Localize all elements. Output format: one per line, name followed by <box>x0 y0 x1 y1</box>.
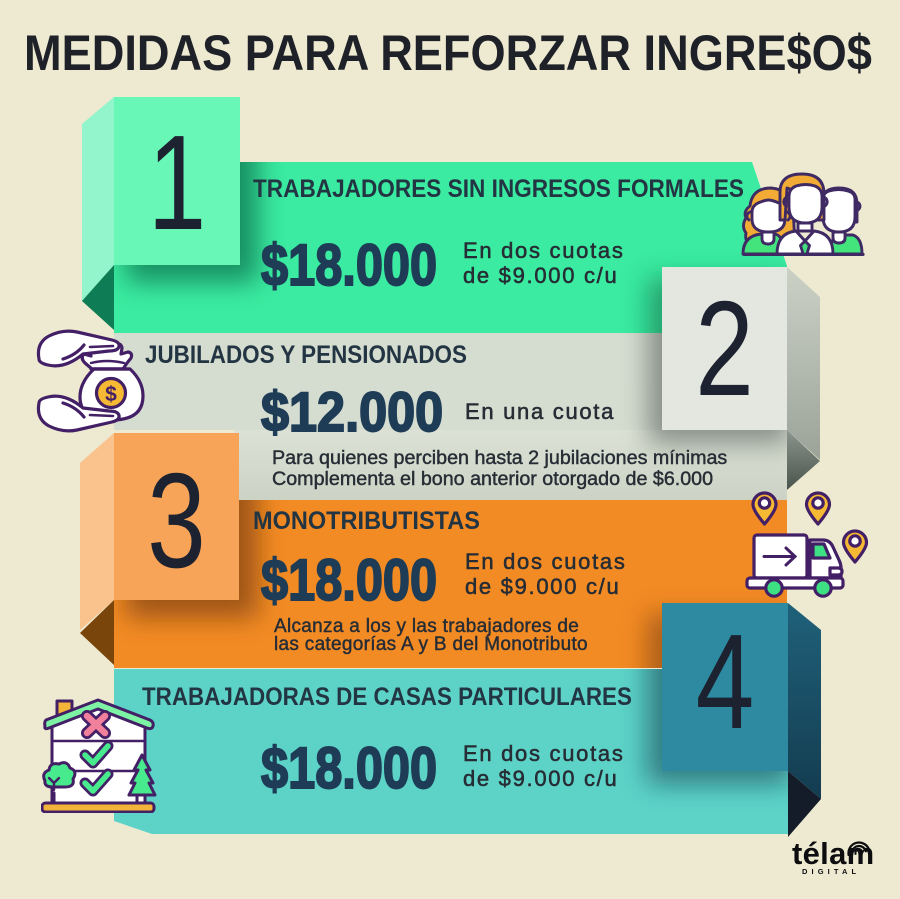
svg-text:$: $ <box>105 383 117 406</box>
